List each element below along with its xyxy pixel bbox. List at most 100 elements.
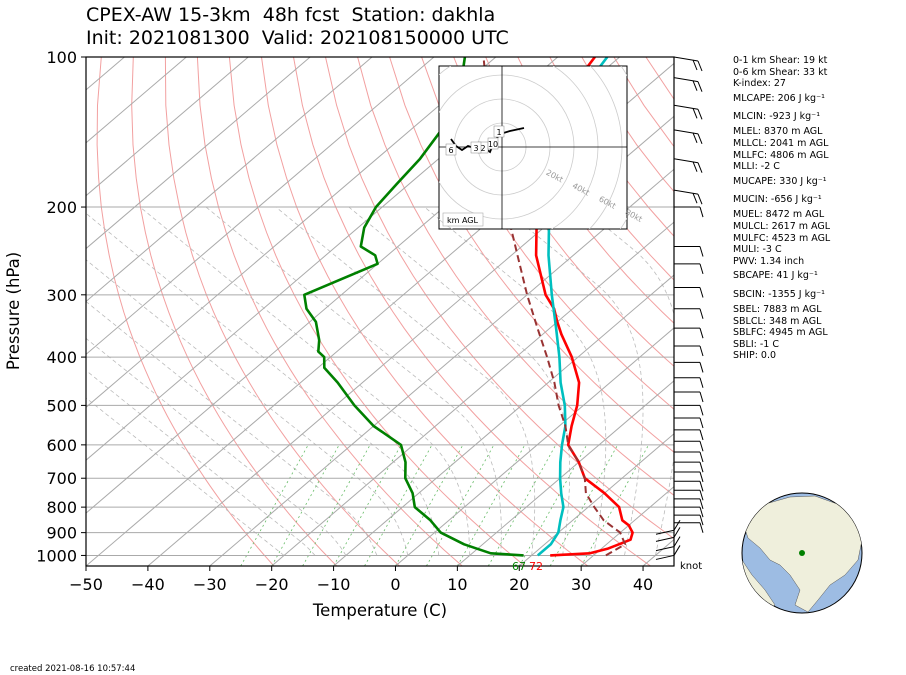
- isotherm: [86, 57, 497, 408]
- wind-barb: [673, 77, 699, 83]
- isotherm: [86, 57, 187, 144]
- wind-barb: [692, 80, 698, 91]
- hodograph-height-label: 6: [448, 146, 453, 155]
- mixing-ratio-line: [426, 444, 495, 566]
- mixing-ratio-line: [580, 444, 649, 566]
- hodograph-height-box: [493, 125, 505, 138]
- sounding-index-line: PWV: 1.34 inch: [733, 256, 805, 267]
- mixing-ratio-line: [487, 444, 557, 566]
- sounding-index-line: SBLI: -1 C: [733, 339, 779, 350]
- wind-barb: [692, 108, 698, 119]
- sounding-index-line: MUEL: 8472 m AGL: [733, 209, 825, 220]
- wind-barb: [699, 498, 704, 510]
- hodograph-height-box: [445, 143, 457, 156]
- isotherm: [147, 115, 674, 566]
- wind-barb: [699, 514, 704, 526]
- dry-adiabat: [293, 57, 651, 566]
- surface-temperature-label: 72: [529, 560, 543, 573]
- hodograph-height-label: 3: [473, 144, 478, 153]
- created-timestamp: created 2021-08-16 10:57:44: [10, 664, 136, 674]
- sounding-index-line: MLCAPE: 206 J kg⁻¹: [733, 93, 825, 104]
- isotherm: [86, 57, 435, 356]
- wind-unit-label: knot: [680, 561, 702, 572]
- isotherm: [86, 57, 249, 197]
- chart-title-line1: CPEX-AW 15-3km 48h fcst Station: dakhla: [86, 4, 496, 26]
- hodograph-height-label: 2: [480, 144, 485, 153]
- isotherm: [86, 57, 373, 303]
- hodograph-height-label: 1: [496, 128, 501, 137]
- wind-barb: [699, 246, 704, 257]
- parcel-profile: [482, 57, 627, 557]
- wind-barb: [699, 405, 704, 416]
- sounding-index-line: SBCAPE: 41 J kg⁻¹: [733, 270, 818, 281]
- x-tick-label: −30: [193, 575, 227, 594]
- isotherm: [518, 433, 674, 566]
- wind-barb: [697, 60, 703, 72]
- sounding-index-line: MULFC: 4523 m AGL: [733, 233, 831, 244]
- sounding-index-line: MULCL: 2617 m AGL: [733, 221, 831, 232]
- sounding-index-line: 0-1 km Shear: 19 kt: [733, 55, 828, 66]
- wind-barb: [655, 546, 675, 552]
- sounding-index-line: MLLFC: 4806 m AGL: [733, 150, 829, 161]
- y-tick-label: 1000: [36, 546, 77, 565]
- sounding-index-line: MUCIN: -656 J kg⁻¹: [733, 194, 822, 205]
- chart-title-line2: Init: 2021081300 Valid: 202108150000 UTC: [86, 27, 509, 49]
- mixing-ratio-line: [240, 444, 309, 566]
- sounding-index-line: SBLCL: 348 m AGL: [733, 316, 822, 327]
- mixing-ratio-line: [333, 444, 402, 566]
- wind-barb: [697, 133, 703, 145]
- dry-adiabat: [517, 57, 674, 281]
- sounding-index-line: MLLCL: 2041 m AGL: [733, 138, 829, 149]
- dry-adiabat: [131, 57, 338, 566]
- dry-adiabat: [357, 57, 674, 496]
- moist-adiabat: [275, 206, 536, 556]
- wind-barb: [655, 554, 675, 560]
- wind-barb: [673, 158, 699, 164]
- mixing-ratio-line: [549, 444, 619, 566]
- mixing-ratio-line: [457, 444, 526, 566]
- x-tick-label: −50: [69, 575, 103, 594]
- wind-barb: [692, 161, 698, 172]
- mixing-ratio-line: [364, 444, 433, 566]
- wind-barb: [699, 206, 704, 218]
- wind-barb: [692, 132, 698, 144]
- wind-barb: [699, 506, 704, 518]
- wind-barb: [697, 109, 703, 120]
- moist-adiabat: [86, 300, 378, 556]
- isotherm: [457, 380, 674, 566]
- y-tick-label: 900: [46, 524, 77, 543]
- wind-barb: [699, 522, 704, 533]
- isotherm: [395, 327, 674, 566]
- wind-barb: [699, 391, 704, 403]
- dry-adiabat: [164, 57, 400, 566]
- x-tick-label: 40: [633, 575, 653, 594]
- sounding-index-line: MLLI: -2 C: [733, 161, 780, 172]
- y-axis-label: Pressure (hPa): [4, 252, 23, 370]
- wind-barb: [699, 328, 704, 339]
- wind-barb: [699, 451, 704, 463]
- hodograph-height-label: 10: [488, 140, 498, 149]
- wind-barb: [655, 536, 675, 542]
- y-tick-label: 300: [46, 286, 77, 305]
- moist-adiabat: [581, 206, 674, 556]
- plot-frame: [85, 56, 675, 567]
- dewpoint-profile: [303, 57, 524, 557]
- sounding-index-line: MLEL: 8370 m AGL: [733, 126, 823, 137]
- sounding-index-line: SBEL: 7883 m AGL: [733, 304, 822, 315]
- isotherm: [271, 221, 674, 566]
- wind-barb: [692, 59, 698, 71]
- wind-barb: [692, 192, 698, 204]
- wind-barb: [673, 545, 681, 556]
- y-tick-label: 700: [46, 469, 77, 488]
- wind-barb: [699, 417, 704, 429]
- station-marker: [799, 550, 805, 556]
- wind-barb: [699, 490, 704, 501]
- hodograph-height-box: [470, 141, 482, 154]
- wind-barb: [699, 429, 704, 441]
- x-tick-label: −40: [131, 575, 165, 594]
- wind-barb: [673, 519, 681, 531]
- x-axis-label: Temperature (C): [312, 601, 447, 620]
- wind-barb: [699, 471, 704, 483]
